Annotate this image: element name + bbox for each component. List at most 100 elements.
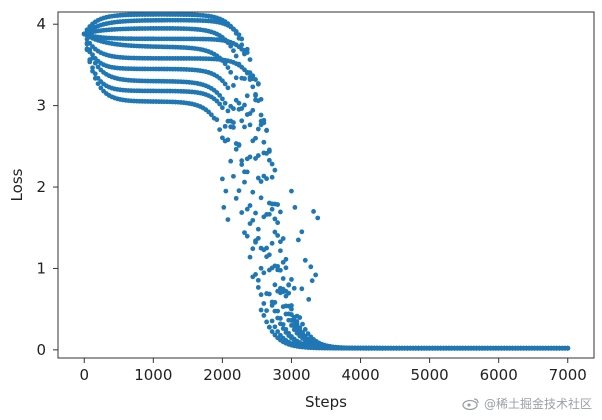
data-point [278, 321, 283, 326]
y-tick-label: 4 [36, 15, 46, 33]
data-point [261, 270, 266, 275]
data-point [237, 142, 242, 147]
data-point-outlier [293, 205, 298, 210]
data-point [245, 207, 250, 212]
data-point [286, 282, 291, 287]
data-point [292, 286, 297, 291]
data-point [261, 301, 266, 306]
data-point [270, 207, 275, 212]
data-point-outlier [306, 297, 311, 302]
data-point [90, 69, 95, 74]
data-point [234, 196, 239, 201]
data-point [242, 76, 247, 81]
data-point [284, 312, 289, 317]
data-point [85, 42, 90, 47]
data-point-outlier [310, 278, 315, 283]
data-point [223, 124, 228, 129]
data-point [237, 188, 242, 193]
data-point [261, 214, 266, 219]
y-axis-label: Loss [8, 168, 26, 201]
data-point [261, 174, 266, 179]
data-point [87, 60, 92, 65]
data-point [234, 75, 239, 80]
data-point [250, 73, 255, 78]
data-point [259, 292, 264, 297]
data-point [278, 248, 283, 253]
data-point-outlier [226, 217, 231, 222]
data-point [228, 159, 233, 164]
data-point [253, 240, 258, 245]
data-point [267, 325, 272, 330]
watermark: @稀土掘金技术社区 [462, 395, 592, 412]
x-tick-label: 6000 [480, 366, 518, 384]
data-point [226, 85, 231, 90]
y-tick-label: 3 [36, 97, 46, 115]
data-point [245, 170, 250, 175]
data-point [253, 211, 258, 216]
weibo-logo-icon [462, 397, 480, 410]
data-point [250, 108, 255, 113]
x-tick-label: 3000 [272, 366, 310, 384]
data-point [267, 292, 272, 297]
data-point [267, 268, 272, 273]
data-point-outlier [308, 264, 313, 269]
data-point [264, 254, 269, 259]
data-point [85, 47, 90, 52]
data-point [289, 277, 294, 282]
data-point [231, 174, 236, 179]
data-point [278, 290, 283, 295]
data-point [234, 98, 239, 103]
data-point [270, 162, 275, 167]
data-point-outlier [299, 286, 304, 291]
data-point [231, 106, 236, 111]
y-tick-label: 2 [36, 178, 46, 196]
data-point [275, 233, 280, 238]
x-tick-label: 2000 [203, 366, 241, 384]
data-point [96, 81, 101, 86]
data-point [289, 323, 294, 328]
data-point [231, 120, 236, 125]
data-point [248, 255, 253, 260]
data-point [242, 125, 247, 130]
data-point [270, 175, 275, 180]
data-point [226, 109, 231, 114]
data-point [217, 127, 222, 132]
data-point [275, 220, 280, 225]
data-point [237, 107, 242, 112]
data-point [242, 103, 247, 108]
y-tick-label: 0 [36, 341, 46, 359]
data-point [272, 282, 277, 287]
data-point [248, 57, 253, 62]
data-point [261, 120, 266, 125]
data-point [256, 285, 261, 290]
data-point [256, 127, 261, 132]
data-point [259, 113, 264, 118]
data-point [272, 324, 277, 329]
data-point-outlier [311, 209, 316, 214]
data-point [250, 138, 255, 143]
data-point [289, 303, 294, 308]
data-point [239, 210, 244, 215]
data-point [261, 140, 266, 145]
data-point-outlier [289, 189, 294, 194]
x-tick-label: 0 [79, 366, 89, 384]
data-point [253, 156, 258, 161]
data-point [214, 117, 219, 122]
data-point [237, 32, 242, 37]
watermark-text: @稀土掘金技术社区 [484, 395, 592, 412]
data-point-outlier [315, 216, 320, 221]
data-point [248, 221, 253, 226]
data-point [281, 304, 286, 309]
data-point [253, 272, 258, 277]
data-point [228, 70, 233, 75]
data-point [297, 315, 302, 320]
data-point [250, 84, 255, 89]
data-point-outlier [220, 176, 225, 181]
data-point [256, 278, 261, 283]
data-point [284, 257, 289, 262]
data-point [245, 234, 250, 239]
data-point [231, 83, 236, 88]
x-tick-label: 4000 [341, 366, 379, 384]
y-tick-label: 1 [36, 259, 46, 277]
